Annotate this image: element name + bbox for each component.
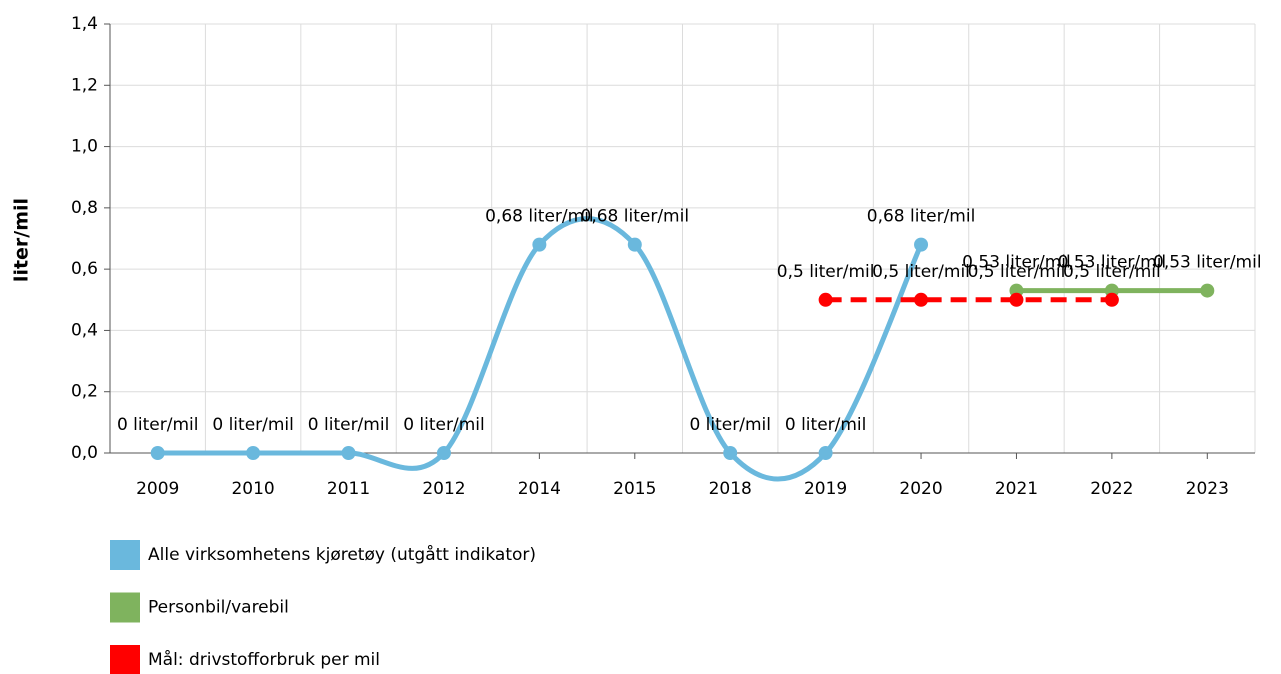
point bbox=[341, 446, 356, 460]
point bbox=[723, 446, 738, 460]
data-label: 0 liter/mil bbox=[785, 415, 867, 435]
point bbox=[627, 237, 642, 252]
legend-swatch bbox=[110, 540, 140, 570]
x-tick-label: 2014 bbox=[518, 479, 561, 499]
data-label: 0,5 liter/mil bbox=[968, 262, 1066, 282]
data-label: 0,5 liter/mil bbox=[777, 262, 875, 282]
point bbox=[1200, 283, 1215, 298]
legend-label: Personbil/varebil bbox=[148, 598, 289, 618]
x-tick-label: 2012 bbox=[422, 479, 465, 499]
point bbox=[150, 446, 165, 460]
y-axis-title: liter/mil bbox=[11, 198, 33, 282]
data-label: 0 liter/mil bbox=[689, 415, 771, 435]
point bbox=[818, 292, 833, 307]
y-tick-label: 1,2 bbox=[71, 75, 98, 95]
x-tick-label: 2019 bbox=[804, 479, 847, 499]
x-tick-label: 2010 bbox=[231, 479, 274, 499]
x-tick-label: 2023 bbox=[1186, 479, 1229, 499]
data-label: 0,53 liter/mil bbox=[962, 253, 1071, 273]
y-tick-label: 0,8 bbox=[71, 198, 98, 218]
y-tick-label: 0,6 bbox=[71, 259, 98, 279]
x-tick-label: 2020 bbox=[899, 479, 942, 499]
point bbox=[1009, 292, 1024, 307]
point bbox=[532, 237, 547, 252]
data-label: 0 liter/mil bbox=[212, 415, 294, 435]
data-label: 0,68 liter/mil bbox=[867, 207, 976, 227]
data-label: 0,53 liter/mil bbox=[1058, 253, 1167, 273]
y-tick-label: 0,0 bbox=[71, 443, 98, 463]
point bbox=[914, 237, 929, 252]
point bbox=[818, 446, 833, 460]
point bbox=[246, 446, 261, 460]
x-tick-label: 2022 bbox=[1090, 479, 1133, 499]
legend-swatch bbox=[110, 592, 140, 623]
x-tick-label: 2011 bbox=[327, 479, 370, 499]
data-label: 0 liter/mil bbox=[403, 415, 485, 435]
legend-label: Alle virksomhetens kjøretøy (utgått indi… bbox=[148, 544, 536, 565]
data-label: 0,5 liter/mil bbox=[1063, 262, 1161, 282]
x-tick-label: 2009 bbox=[136, 479, 179, 499]
point bbox=[436, 446, 451, 460]
y-tick-label: 0,2 bbox=[71, 382, 98, 402]
data-label: 0,68 liter/mil bbox=[485, 207, 594, 227]
series-line bbox=[157, 216, 924, 482]
data-label: 0,68 liter/mil bbox=[581, 207, 690, 227]
data-label: 0 liter/mil bbox=[308, 415, 390, 435]
data-label: 0,53 liter/mil bbox=[1153, 253, 1262, 273]
y-tick-label: 1,0 bbox=[71, 137, 98, 157]
data-label: 0,5 liter/mil bbox=[872, 262, 970, 282]
data-label: 0 liter/mil bbox=[117, 415, 199, 435]
y-tick-label: 0,4 bbox=[71, 320, 98, 340]
point bbox=[1104, 292, 1119, 307]
legend-label: Mål: drivstofforbruk per mil bbox=[148, 649, 380, 670]
x-tick-label: 2021 bbox=[995, 479, 1038, 499]
x-tick-label: 2018 bbox=[709, 479, 752, 499]
y-tick-label: 1,4 bbox=[71, 14, 98, 34]
x-tick-label: 2015 bbox=[613, 479, 656, 499]
point bbox=[914, 292, 929, 307]
legend-swatch bbox=[110, 645, 140, 674]
